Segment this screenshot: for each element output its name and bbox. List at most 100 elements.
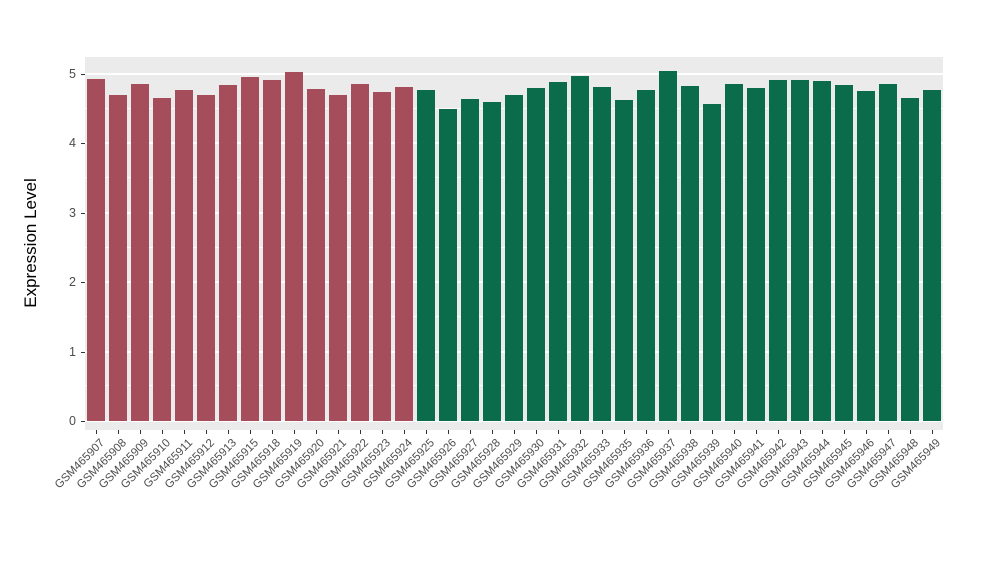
x-axis-tick <box>865 430 867 434</box>
x-axis-tick <box>95 430 97 434</box>
bar-slot <box>723 74 745 421</box>
bar-slot <box>239 74 261 421</box>
bar-GSM465944 <box>813 80 831 421</box>
y-tick-label: 5 <box>69 67 76 81</box>
x-axis-tick <box>821 430 823 434</box>
bar-GSM465924 <box>395 87 413 421</box>
bars <box>85 71 943 421</box>
bar-GSM465929 <box>505 94 523 421</box>
x-axis-tick <box>557 430 559 434</box>
bar-slot <box>503 74 525 421</box>
bar-GSM465907 <box>87 78 105 421</box>
x-axis-tick <box>249 430 251 434</box>
x-axis-tick <box>183 430 185 434</box>
x-axis-tick <box>931 430 933 434</box>
bar-GSM465919 <box>285 71 303 421</box>
bar-slot <box>327 74 349 421</box>
bar-GSM465918 <box>263 79 281 421</box>
bar-GSM465946 <box>857 90 875 421</box>
x-axis-tick <box>359 430 361 434</box>
y-axis-tick <box>81 74 85 75</box>
x-axis-tick <box>623 430 625 434</box>
x-axis-tick <box>469 430 471 434</box>
bar-GSM465939 <box>703 103 721 421</box>
x-axis-tick <box>337 430 339 434</box>
x-axis-tick <box>403 430 405 434</box>
gridline-major <box>85 420 943 422</box>
bar-slot <box>569 74 591 421</box>
bar-GSM465915 <box>241 76 259 421</box>
bar-GSM465910 <box>153 97 171 421</box>
bar-GSM465922 <box>351 83 369 421</box>
bar-GSM465947 <box>879 84 897 421</box>
y-axis-tick <box>81 212 85 214</box>
x-axis-tick <box>711 430 713 434</box>
bar-slot <box>591 74 613 421</box>
plot-panel <box>85 57 943 430</box>
x-axis-tick <box>227 430 229 434</box>
x-axis-tick <box>491 430 493 434</box>
bar-GSM465930 <box>527 87 545 421</box>
y-tick-label: 3 <box>69 205 76 220</box>
bar-GSM465942 <box>769 79 787 421</box>
bar-slot <box>525 74 547 421</box>
bar-slot <box>613 74 635 421</box>
bar-GSM465933 <box>593 87 611 421</box>
bar-GSM465938 <box>681 85 699 421</box>
bar-slot <box>217 74 239 421</box>
bar-slot <box>899 74 921 421</box>
bar-slot <box>635 74 657 421</box>
x-axis-tick <box>843 430 845 434</box>
x-axis-tick <box>689 430 691 434</box>
bar-GSM465923 <box>373 92 391 421</box>
x-axis-tick <box>733 430 735 434</box>
bar-slot <box>679 74 701 421</box>
bar-slot <box>437 74 459 421</box>
bar-slot <box>85 74 107 421</box>
bar-GSM465949 <box>923 90 941 421</box>
x-axis-tick <box>161 430 163 434</box>
bar-GSM465920 <box>307 89 325 421</box>
bar-slot <box>833 74 855 421</box>
bar-GSM465927 <box>461 99 479 421</box>
x-axis-tick <box>535 430 537 434</box>
bar-GSM465912 <box>197 94 215 421</box>
bar-GSM465909 <box>131 83 149 421</box>
x-axis-tick <box>799 430 801 434</box>
x-axis-tick <box>777 430 779 434</box>
bar-slot <box>877 74 899 421</box>
bar-GSM465908 <box>109 94 127 421</box>
y-tick-label: 2 <box>69 275 76 290</box>
bar-GSM465925 <box>417 90 435 421</box>
bar-slot <box>129 74 151 421</box>
y-tick-label: 0 <box>69 414 76 428</box>
bar-slot <box>701 74 723 421</box>
bar-slot <box>283 71 305 421</box>
bar-slot <box>261 74 283 421</box>
bar-GSM465935 <box>615 99 633 421</box>
bar-slot <box>151 74 173 421</box>
y-axis-tick <box>81 143 85 145</box>
x-axis-tick <box>447 430 449 434</box>
bar-slot <box>745 74 767 421</box>
bar-slot <box>195 74 217 421</box>
x-axis-tick <box>887 430 889 434</box>
bar-slot <box>855 74 877 421</box>
bar-slot <box>767 74 789 421</box>
bar-slot <box>811 74 833 421</box>
x-axis-tick <box>205 430 207 434</box>
bar-GSM465943 <box>791 79 809 421</box>
x-axis-tick <box>513 430 515 434</box>
bar-slot <box>547 74 569 421</box>
x-axis-tick <box>601 430 603 434</box>
x-axis-tick <box>315 430 317 434</box>
bar-slot <box>459 74 481 421</box>
bar-GSM465945 <box>835 85 853 421</box>
x-axis-tick <box>381 430 383 434</box>
x-axis-tick <box>579 430 581 434</box>
x-axis-tick <box>271 430 273 434</box>
x-axis-tick <box>667 430 669 434</box>
bar-slot <box>107 74 129 421</box>
bar-GSM465911 <box>175 90 193 421</box>
